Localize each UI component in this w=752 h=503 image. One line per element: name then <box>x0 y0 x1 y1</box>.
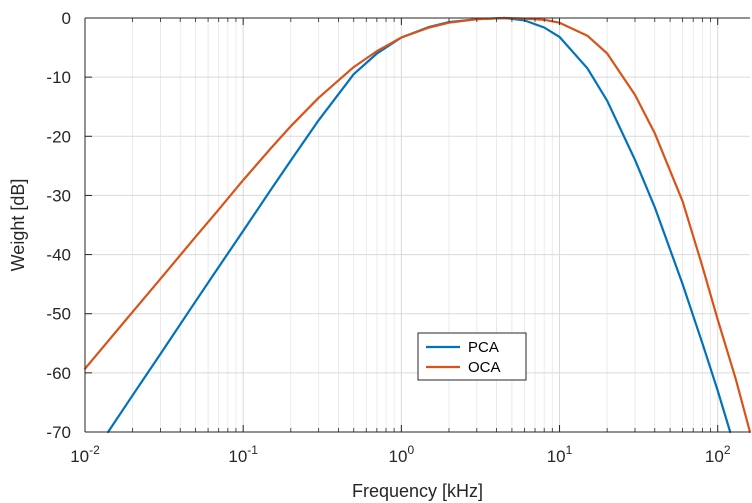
x-tick-base: 10 <box>705 447 724 466</box>
x-tick-base: 10 <box>547 447 566 466</box>
y-tick-label: 0 <box>62 9 71 28</box>
series-lines <box>83 16 752 434</box>
x-tick-label: 10-1 <box>228 443 258 466</box>
y-tick-label: -70 <box>46 423 71 442</box>
x-tick-label: 100 <box>389 443 415 466</box>
x-tick-base: 10 <box>389 447 408 466</box>
y-tick-label: -60 <box>46 364 71 383</box>
x-tick-label: 101 <box>547 443 573 466</box>
x-axis-label: Frequency [kHz] <box>352 481 483 501</box>
x-tick-base: 10 <box>70 447 89 466</box>
x-tick-labels: 10-2 10-1 100 101 102 <box>70 443 731 466</box>
legend-label-oca: OCA <box>468 359 501 376</box>
tick-marks <box>84 17 719 433</box>
y-tick-labels: 0 -10 -20 -30 -40 -50 -60 -70 <box>46 9 71 442</box>
legend-box <box>417 332 527 381</box>
x-tick-exponent: 1 <box>566 443 573 457</box>
x-tick-label: 102 <box>705 443 731 466</box>
y-tick-label: -10 <box>46 68 71 87</box>
y-tick-label: -30 <box>46 186 71 205</box>
legend: PCA OCA <box>417 332 527 381</box>
x-tick-exponent: 2 <box>724 443 731 457</box>
legend-label-pca: PCA <box>468 339 499 356</box>
x-tick-label: 10-2 <box>70 443 100 466</box>
series-line-oca <box>83 16 752 434</box>
y-tick-label: -50 <box>46 305 71 324</box>
x-tick-base: 10 <box>228 447 247 466</box>
x-tick-exponent: -2 <box>89 443 100 457</box>
x-tick-exponent: 0 <box>407 443 414 457</box>
y-axis-label: Weight [dB] <box>8 179 28 272</box>
y-tick-label: -20 <box>46 127 71 146</box>
x-tick-exponent: -1 <box>247 443 258 457</box>
y-tick-label: -40 <box>46 246 71 265</box>
